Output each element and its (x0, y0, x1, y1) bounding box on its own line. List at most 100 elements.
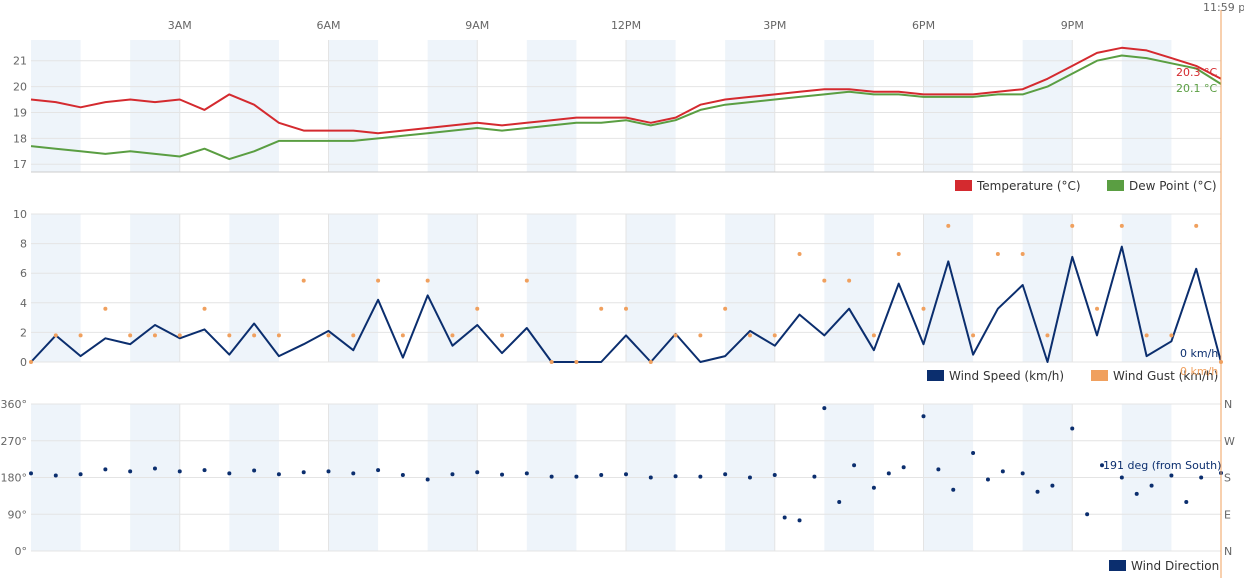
legend-label-wind-gust: Wind Gust (km/h) (1113, 369, 1218, 383)
wind-gust-point (128, 333, 133, 338)
hour-band (526, 40, 577, 172)
grid-lines (31, 40, 1221, 552)
wind-gust-point (723, 306, 728, 311)
wind-direction-point (524, 471, 529, 476)
wind-direction-point (227, 471, 232, 476)
wind-direction-point (822, 406, 827, 411)
x-tick-label: 9AM (465, 19, 489, 32)
y-tick-label: 270° (1, 435, 28, 448)
hour-band (1022, 40, 1073, 172)
wind-direction-point (103, 467, 108, 472)
temperature-panel: 17 18 19 20 21 (13, 46, 1222, 171)
wind-direction-point (812, 474, 817, 479)
hour-band (526, 214, 577, 362)
x-tick-label: 3PM (763, 19, 786, 32)
wind-direction-point (1050, 483, 1055, 488)
legend-label-wind-direction: Wind Direction (1131, 559, 1219, 573)
wind-direction-point (797, 518, 802, 523)
hour-band (1121, 40, 1172, 172)
hour-band (328, 214, 379, 362)
wind-gust-point (450, 333, 455, 338)
wind-direction-point (985, 477, 990, 482)
hour-band (725, 214, 775, 362)
wind-gust-point (1144, 333, 1149, 338)
wind-direction-point (1100, 463, 1104, 468)
wind-gust-point (152, 333, 157, 338)
y-tick-label: 20 (13, 81, 27, 94)
wind-direction-point (152, 466, 157, 471)
x-axis-top: 3AM 6AM 9AM 12PM 3PM 6PM 9PM (168, 19, 1084, 32)
y-tick-label: 10 (13, 208, 27, 221)
wind-gust-point (797, 251, 802, 256)
wind-gust-point (648, 360, 653, 364)
hour-band (923, 214, 974, 362)
legend-label-wind-speed: Wind Speed (km/h) (949, 369, 1064, 383)
wind-direction-point (673, 474, 678, 479)
legend-swatch-temperature (955, 180, 972, 191)
wind-direction-point (1070, 426, 1075, 431)
legend-direction-panel: Wind Direction (1109, 559, 1219, 573)
hour-band (130, 214, 180, 362)
wind-gust-point (921, 306, 926, 311)
wind-gust-point (624, 306, 628, 311)
wind-speed-line (30, 245, 1222, 363)
y-tick-label: 0° (15, 545, 28, 558)
wind-direction-point (1149, 483, 1154, 488)
wind-gust-point (1194, 223, 1199, 228)
wind-gust-point (475, 306, 480, 311)
compass-label: W (1224, 435, 1235, 448)
wind-gust-point (425, 278, 430, 283)
temperature-line (30, 46, 1222, 135)
wind-gust-end-label: 0 km/h (1180, 365, 1218, 378)
wind-direction-point (782, 515, 787, 520)
wind-speed-panel: 0 2 4 6 8 10 (13, 208, 1223, 369)
y-tick-label: 180° (1, 472, 28, 485)
wind-direction-point (1134, 491, 1139, 496)
wind-gust-point (995, 251, 1000, 256)
wind-direction-point (1119, 475, 1124, 480)
y-tick-label: 0 (20, 356, 27, 369)
wind-direction-point (301, 470, 306, 475)
wind-gust-point (177, 333, 182, 338)
wind-direction-point (1035, 489, 1040, 494)
wind-direction-point (921, 414, 926, 419)
wind-gust-point (946, 223, 951, 228)
x-tick-label: 6PM (912, 19, 935, 32)
wind-gust-point (1020, 251, 1025, 256)
wind-direction-point (886, 471, 891, 476)
hour-band (229, 214, 279, 362)
legend-wind-panel: Wind Speed (km/h) Wind Gust (km/h) (927, 369, 1218, 383)
hour-band (130, 40, 180, 172)
hour-band (923, 40, 974, 172)
y-tick-label: 360° (1, 398, 28, 411)
wind-direction-point (837, 500, 842, 504)
legend-swatch-wind-gust (1091, 370, 1108, 381)
wind-gust-point (1045, 333, 1050, 338)
wind-direction-point (951, 487, 956, 492)
y-tick-label: 2 (20, 326, 27, 339)
wind-direction-point (177, 469, 182, 474)
legend-label-dew-point: Dew Point (°C) (1129, 179, 1217, 193)
wind-direction-point (376, 468, 381, 473)
wind-gust-point (549, 360, 554, 364)
hour-band (328, 40, 379, 172)
wind-gust-point (599, 306, 604, 311)
wind-direction-end-label: 191 deg (from South) (1103, 459, 1221, 472)
wind-gust-point (103, 306, 108, 311)
wind-direction-point (351, 471, 356, 476)
wind-direction-point (1085, 512, 1090, 517)
wind-direction-point (252, 468, 257, 473)
wind-direction-point (574, 474, 579, 479)
legend-swatch-wind-speed (927, 370, 944, 381)
wind-direction-point (202, 468, 207, 473)
wind-direction-point (648, 475, 653, 480)
hour-band (626, 214, 676, 362)
wind-speed-end-label: 0 km/h (1180, 347, 1218, 360)
wind-gust-point (500, 333, 505, 338)
wind-gust-point (276, 333, 281, 338)
legend-swatch-dew-point (1107, 180, 1124, 191)
wind-direction-panel: 0° 90° 180° 270° 360° N E S W N (1, 398, 1236, 558)
wind-direction-point (53, 473, 58, 478)
wind-direction-point (425, 477, 430, 482)
legend-swatch-wind-direction (1109, 560, 1126, 571)
